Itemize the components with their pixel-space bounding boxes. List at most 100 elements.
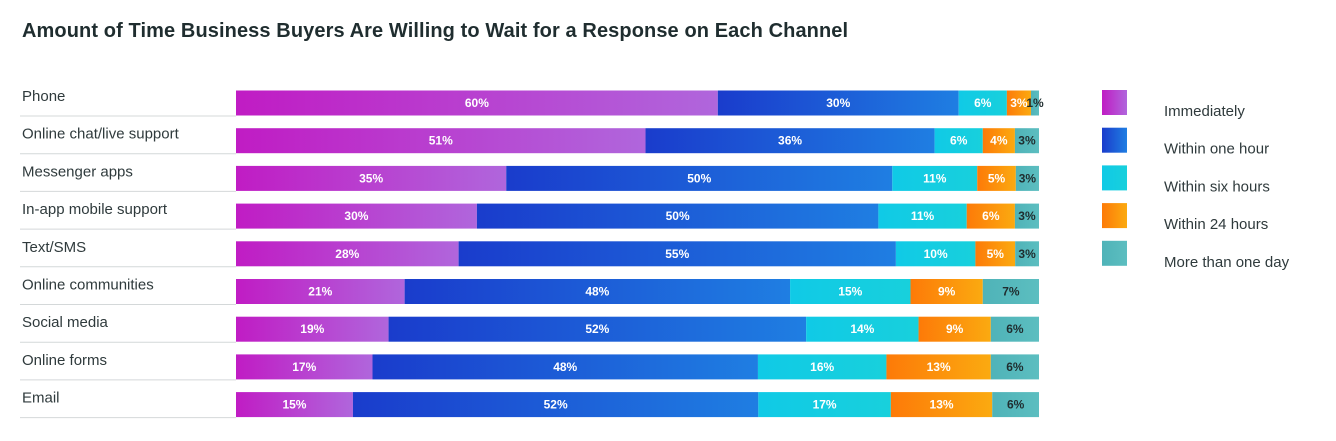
data-label: 30% (344, 209, 368, 223)
legend-swatch (1102, 90, 1127, 115)
data-label: 6% (950, 134, 968, 148)
data-label: 3% (1018, 134, 1036, 148)
legend-label: Immediately (1164, 103, 1245, 120)
legend-swatch (1102, 203, 1127, 229)
legend-item: Immediately (1102, 90, 1245, 120)
data-label: 13% (927, 360, 951, 374)
data-label: 48% (553, 360, 577, 374)
bar-segment (236, 165, 507, 191)
category-label: Text/SMS (22, 239, 86, 256)
data-label: 16% (810, 360, 834, 374)
chart-row: Text/SMS 28% 55% 10% 5% 3% (20, 239, 1039, 268)
legend-item: Within one hour (1102, 127, 1269, 158)
bar-segment (990, 316, 1039, 342)
data-label: 52% (585, 322, 609, 336)
bar-segment (790, 279, 911, 304)
data-label: 50% (687, 171, 711, 185)
data-label: 9% (946, 322, 964, 336)
bar-segment (1014, 128, 1039, 154)
bar-segment (966, 203, 1015, 229)
legend-swatch (1102, 127, 1127, 153)
data-label: 11% (923, 171, 947, 185)
data-label: 7% (1002, 285, 1020, 299)
data-label: 10% (924, 247, 948, 261)
data-label: 15% (282, 398, 306, 412)
bar-segment (236, 279, 405, 304)
chart-row: Online chat/live support 51% 36% 6% 4% 3% (20, 126, 1039, 155)
legend-item: More than one day (1102, 240, 1290, 271)
data-label: 3% (1019, 171, 1037, 185)
legend-label: More than one day (1164, 254, 1290, 271)
data-label: 35% (359, 171, 383, 185)
data-label: 19% (300, 322, 324, 336)
bar-segment (352, 392, 759, 418)
bar-segment (458, 241, 896, 267)
bar-segment (892, 165, 978, 191)
bar-segment (975, 241, 1016, 267)
data-label: 5% (987, 247, 1005, 261)
bar-segment (758, 392, 891, 418)
data-label: 9% (938, 285, 956, 299)
bar-segment (1014, 203, 1039, 229)
data-label: 6% (982, 209, 1000, 223)
bar-segment (236, 392, 353, 418)
bar-segment (388, 316, 807, 342)
bar-segment (990, 354, 1039, 380)
bar-segment (1006, 90, 1031, 116)
category-label: Messenger apps (22, 163, 133, 180)
bar-segment (372, 354, 758, 380)
chart-row: Online forms 17% 48% 16% 13% 6% (20, 352, 1039, 381)
bar-segment (717, 90, 959, 116)
chart-title: Amount of Time Business Buyers Are Willi… (22, 20, 849, 42)
chart-row: Messenger apps 35% 50% 11% 5% 3% (20, 163, 1039, 192)
data-label: 6% (1007, 398, 1025, 412)
chart-row: In-app mobile support 30% 50% 11% 6% 3% (20, 201, 1039, 230)
data-label: 36% (778, 134, 802, 148)
bar-segment (1015, 165, 1039, 191)
bar-segment (236, 203, 477, 229)
data-label: 4% (990, 134, 1008, 148)
chart-row: Online communities 21% 48% 15% 9% 7% (20, 277, 1039, 305)
bar-segment (757, 354, 887, 380)
data-label: 50% (666, 209, 690, 223)
category-label: Email (22, 390, 60, 407)
data-label: 21% (308, 285, 332, 299)
legend-item: Within six hours (1102, 165, 1270, 195)
data-label: 1% (1026, 96, 1044, 110)
data-label: 48% (585, 285, 609, 299)
data-label: 52% (544, 398, 568, 412)
bar-segment (404, 279, 791, 304)
legend-label: Within one hour (1164, 141, 1269, 158)
bar-segment (977, 165, 1016, 191)
bar-segment (236, 90, 718, 116)
data-label: 51% (429, 134, 453, 148)
bar-segment (476, 203, 879, 229)
data-label: 14% (850, 322, 874, 336)
bar-segment (982, 128, 1015, 154)
bar-segment (1030, 90, 1039, 116)
bar-segment (236, 354, 373, 380)
data-label: 3% (1018, 247, 1036, 261)
legend-swatch (1102, 240, 1127, 266)
chart-row: Phone 60% 30% 6% 3%1% (20, 88, 1044, 117)
data-label: 6% (1006, 322, 1024, 336)
bar-segment (878, 203, 967, 229)
data-label: 6% (974, 96, 992, 110)
category-label: In-app mobile support (22, 201, 168, 218)
legend-item: Within 24 hours (1102, 203, 1268, 233)
data-label: 5% (988, 171, 1006, 185)
bar-segment (236, 316, 389, 342)
bar-segment (992, 392, 1039, 418)
bar-segment (918, 316, 991, 342)
chart-row: Email 15% 52% 17% 13% 6% (20, 390, 1039, 419)
data-label: 3% (1010, 96, 1028, 110)
data-label: 6% (1006, 360, 1024, 374)
category-label: Social media (22, 314, 109, 331)
chart-row: Social media 19% 52% 14% 9% 6% (20, 314, 1039, 343)
data-label: 3% (1018, 209, 1036, 223)
legend-label: Within six hours (1164, 178, 1270, 195)
data-label: 30% (826, 96, 850, 110)
legend-swatch (1102, 165, 1127, 191)
legend-label: Within 24 hours (1164, 216, 1268, 233)
